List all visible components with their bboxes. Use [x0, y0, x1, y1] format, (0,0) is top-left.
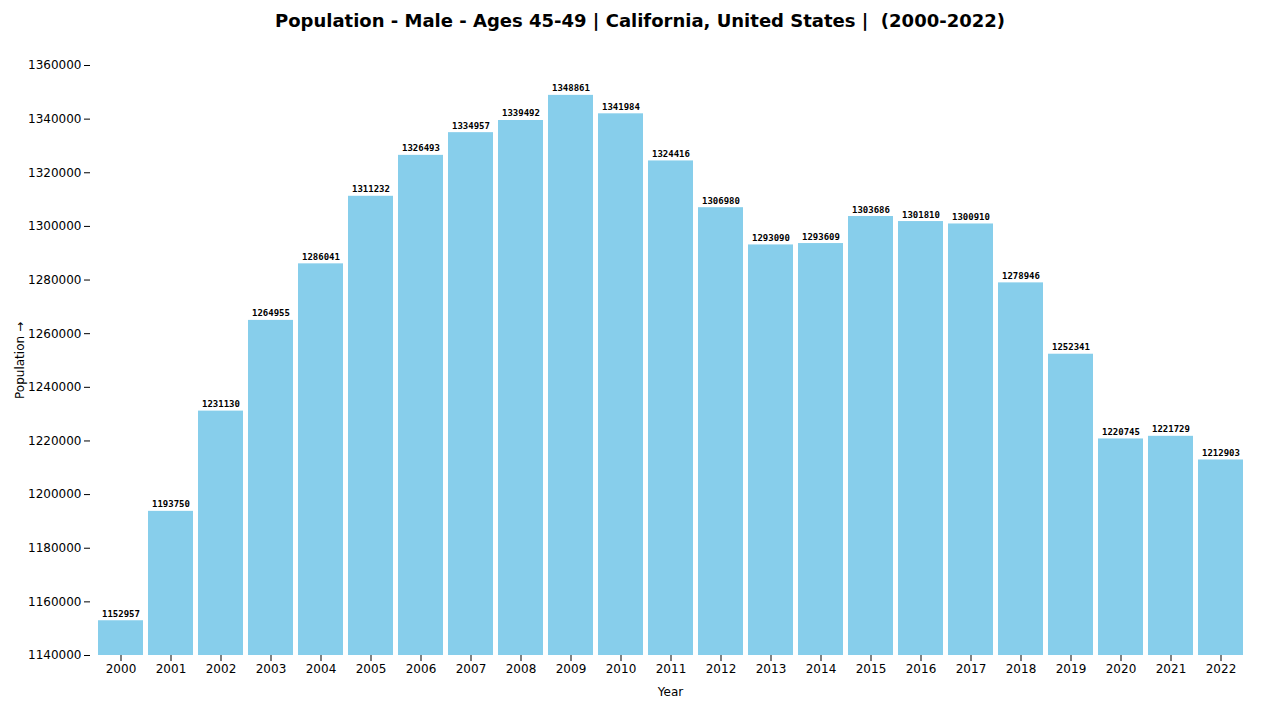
- svg-text:2016: 2016: [906, 662, 937, 676]
- svg-text:1334957: 1334957: [452, 121, 490, 131]
- svg-text:1220745: 1220745: [1102, 427, 1140, 437]
- svg-text:2002: 2002: [206, 662, 237, 676]
- svg-text:1286041: 1286041: [302, 252, 340, 262]
- svg-text:2005: 2005: [356, 662, 387, 676]
- svg-text:1200000: 1200000: [28, 487, 81, 501]
- svg-text:Population →: Population →: [13, 322, 27, 399]
- svg-text:1301810: 1301810: [902, 210, 940, 220]
- svg-text:2021: 2021: [1156, 662, 1187, 676]
- svg-text:2018: 2018: [1006, 662, 1037, 676]
- svg-text:2011: 2011: [656, 662, 687, 676]
- svg-text:1293090: 1293090: [752, 233, 790, 243]
- svg-text:1180000: 1180000: [28, 541, 81, 555]
- svg-text:2001: 2001: [156, 662, 187, 676]
- svg-text:2006: 2006: [406, 662, 437, 676]
- svg-text:1326493: 1326493: [402, 143, 440, 153]
- svg-text:1340000: 1340000: [28, 112, 81, 126]
- html-text:Population - Male - Ages 45-49: Population - Male - Ages 45-49 | Califor…: [275, 10, 1005, 31]
- svg-text:2019: 2019: [1056, 662, 1087, 676]
- svg-text:2010: 2010: [606, 662, 637, 676]
- svg-text:2008: 2008: [506, 662, 537, 676]
- svg-text:1220000: 1220000: [28, 434, 81, 448]
- svg-text:1212903: 1212903: [1202, 448, 1240, 458]
- svg-text:1339492: 1339492: [502, 108, 540, 118]
- svg-text:2020: 2020: [1106, 662, 1137, 676]
- svg-text:1341984: 1341984: [602, 102, 641, 112]
- svg-text:1252341: 1252341: [1052, 342, 1090, 352]
- svg-text:2013: 2013: [756, 662, 787, 676]
- svg-text:2003: 2003: [256, 662, 287, 676]
- svg-text:1324416: 1324416: [652, 149, 690, 159]
- svg-text:1306980: 1306980: [702, 196, 740, 206]
- svg-text:1348861: 1348861: [552, 83, 590, 93]
- svg-text:1231130: 1231130: [202, 399, 240, 409]
- svg-text:1240000: 1240000: [28, 380, 81, 394]
- svg-text:2015: 2015: [856, 662, 887, 676]
- svg-text:1311232: 1311232: [352, 184, 390, 194]
- svg-text:2007: 2007: [456, 662, 487, 676]
- svg-text:2014: 2014: [806, 662, 837, 676]
- svg-text:1320000: 1320000: [28, 166, 81, 180]
- svg-text:1264955: 1264955: [252, 308, 290, 318]
- svg-text:1300000: 1300000: [28, 219, 81, 233]
- svg-text:2012: 2012: [706, 662, 737, 676]
- svg-text:1140000: 1140000: [28, 648, 81, 662]
- svg-text:1293609: 1293609: [802, 232, 840, 242]
- svg-text:2004: 2004: [306, 662, 337, 676]
- svg-text:2009: 2009: [556, 662, 587, 676]
- svg-text:2017: 2017: [956, 662, 987, 676]
- svg-text:1280000: 1280000: [28, 273, 81, 287]
- svg-text:1260000: 1260000: [28, 327, 81, 341]
- svg-text:1303686: 1303686: [852, 205, 890, 215]
- svg-text:Year: Year: [657, 685, 683, 699]
- svg-text:1160000: 1160000: [28, 595, 81, 609]
- svg-text:1278946: 1278946: [1002, 271, 1040, 281]
- svg-text:1300910: 1300910: [952, 212, 990, 222]
- svg-text:1152957: 1152957: [102, 609, 140, 619]
- svg-text:1221729: 1221729: [1152, 424, 1190, 434]
- svg-text:1360000: 1360000: [28, 58, 81, 72]
- svg-text:1193750: 1193750: [152, 499, 190, 509]
- svg-text:2022: 2022: [1206, 662, 1237, 676]
- svg-text:2000: 2000: [106, 662, 137, 676]
